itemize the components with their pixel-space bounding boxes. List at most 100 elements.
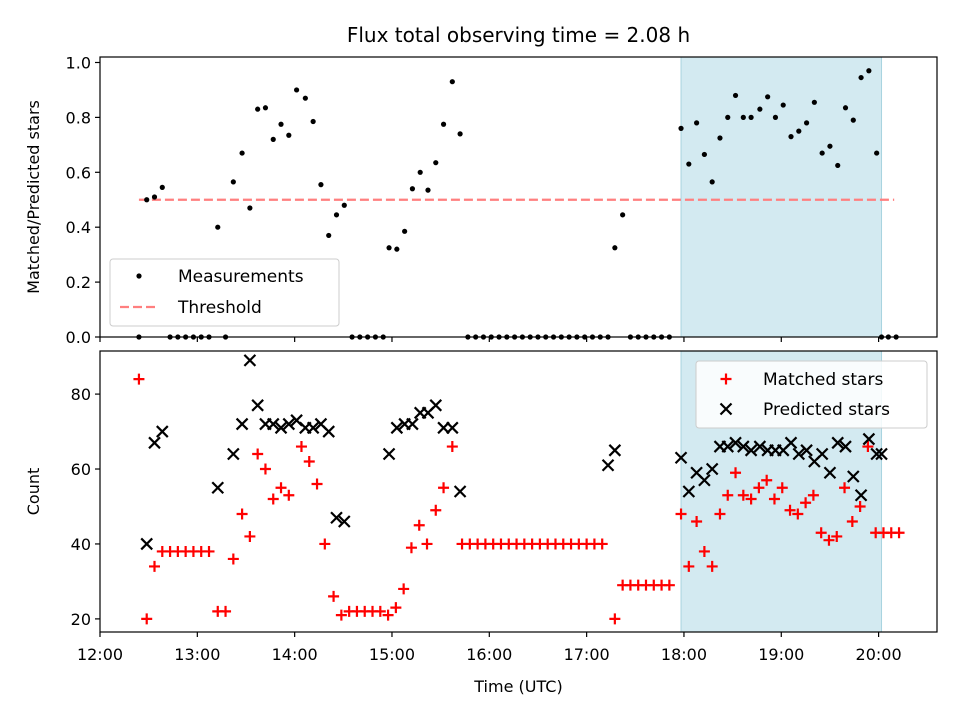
data-point — [267, 493, 279, 505]
data-point — [675, 508, 687, 520]
legend: Measurements Threshold — [109, 258, 340, 327]
y-axis-label: Matched/Predicted stars — [24, 100, 43, 294]
data-point — [761, 474, 773, 486]
data-point — [748, 114, 754, 120]
data-point — [698, 473, 711, 487]
data-point — [156, 425, 169, 438]
data-point — [311, 478, 323, 490]
data-point — [745, 493, 757, 505]
y-tick-label: 0.2 — [66, 273, 91, 292]
data-point — [866, 68, 872, 74]
data-point — [612, 245, 618, 251]
data-point — [148, 436, 161, 450]
legend-swatch — [720, 373, 732, 385]
data-point — [780, 102, 786, 108]
data-point — [811, 99, 817, 105]
data-point — [815, 447, 829, 461]
data-point — [701, 151, 707, 158]
data-point — [823, 466, 837, 480]
data-point — [730, 467, 742, 479]
data-point — [753, 440, 767, 453]
data-point — [144, 197, 150, 203]
data-point — [453, 485, 467, 498]
data-point — [430, 504, 442, 516]
data-point — [449, 79, 455, 85]
data-point — [683, 560, 695, 572]
data-point — [239, 150, 245, 156]
data-point — [262, 105, 269, 111]
legend-swatch — [136, 273, 142, 279]
data-point — [417, 169, 423, 175]
panel-ratio: 0.0 0.2 0.4 0.6 0.8 1.0 Matched/Predicted star… — [24, 23, 938, 347]
data-point — [159, 184, 165, 190]
data-point — [386, 245, 392, 251]
data-point — [438, 482, 450, 494]
data-point — [446, 421, 459, 435]
data-point — [674, 451, 688, 465]
data-point — [413, 519, 425, 531]
data-point — [732, 92, 739, 99]
data-point — [303, 456, 315, 468]
legend-label: Matched stars — [763, 370, 883, 390]
x-tick-label: 14:00 — [272, 645, 318, 664]
data-point — [394, 246, 400, 252]
x-tick-label: 18:00 — [661, 645, 707, 664]
data-point — [893, 527, 905, 539]
data-point — [819, 150, 825, 156]
data-point — [722, 489, 734, 501]
y-tick-label: 40 — [71, 535, 91, 554]
data-point — [328, 590, 340, 602]
data-point — [322, 425, 335, 438]
data-point — [753, 482, 765, 494]
legend-label: Predicted stars — [763, 400, 890, 420]
legend-label: Measurements — [178, 267, 304, 287]
data-point — [252, 448, 264, 460]
data-point — [255, 106, 261, 112]
data-point — [815, 527, 827, 539]
chart-title: Flux total observing time = 2.08 h — [347, 23, 690, 47]
legend-box — [695, 360, 928, 429]
data-point — [406, 417, 419, 431]
data-point — [429, 399, 443, 412]
data-point — [706, 560, 718, 572]
data-point — [717, 135, 723, 141]
data-point — [283, 489, 295, 501]
legend-box — [109, 258, 340, 327]
y-tick-label: 0.6 — [66, 163, 91, 182]
series-predicted-stars — [140, 354, 888, 551]
data-point — [862, 432, 876, 446]
data-point — [784, 504, 796, 516]
data-point — [850, 117, 856, 123]
series-matched-stars — [133, 373, 905, 625]
y-tick-label: 0.8 — [66, 108, 91, 127]
data-point — [772, 114, 779, 120]
data-point — [854, 488, 868, 502]
x-tick-label: 15:00 — [369, 645, 415, 664]
data-point — [390, 421, 404, 435]
y-axis-label: Count — [24, 468, 43, 516]
y-tick-label: 20 — [71, 610, 91, 629]
data-point — [402, 228, 408, 234]
y-tick-label: 0.0 — [66, 328, 91, 347]
data-point — [259, 463, 271, 475]
data-point — [705, 462, 719, 476]
data-point — [874, 150, 880, 156]
data-point — [596, 538, 608, 550]
y-tick-label: 0.4 — [66, 218, 91, 237]
highlight-band — [680, 56, 883, 338]
data-point — [784, 436, 798, 450]
data-point — [875, 447, 888, 461]
data-point — [757, 106, 763, 112]
data-point — [203, 545, 215, 557]
data-point — [862, 441, 874, 453]
plot-frame — [99, 56, 938, 338]
data-point — [740, 114, 746, 120]
data-point — [601, 458, 615, 472]
data-point — [709, 179, 715, 185]
data-point — [765, 94, 771, 100]
data-point — [854, 500, 866, 512]
data-point — [286, 132, 292, 138]
data-point — [609, 613, 621, 625]
data-point — [318, 182, 324, 188]
data-point — [149, 560, 161, 572]
